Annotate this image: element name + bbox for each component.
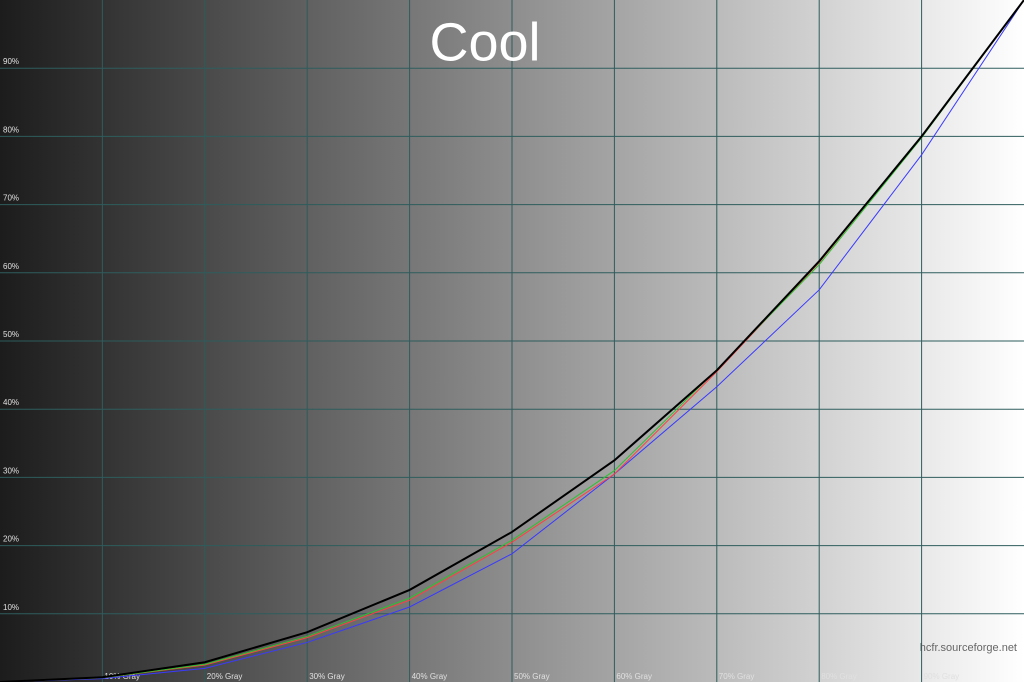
y-tick-label: 40% (3, 398, 19, 407)
x-tick-label: 20% Gray (207, 672, 243, 681)
watermark: hcfr.sourceforge.net (920, 642, 1017, 654)
x-tick-label: 60% Gray (616, 672, 652, 681)
x-tick-label: 40% Gray (412, 672, 448, 681)
y-tick-label: 60% (3, 262, 19, 271)
y-tick-label: 20% (3, 535, 19, 544)
y-tick-label: 50% (3, 330, 19, 339)
y-tick-label: 80% (3, 125, 19, 134)
x-tick-label: 90% Gray (924, 672, 960, 681)
y-tick-label: 10% (3, 603, 19, 612)
y-tick-label: 70% (3, 194, 19, 203)
x-tick-label: 30% Gray (309, 672, 345, 681)
x-tick-label: 50% Gray (514, 672, 550, 681)
y-tick-label: 90% (3, 57, 19, 66)
x-tick-label: 80% Gray (821, 672, 857, 681)
chart-title: Cool (429, 12, 540, 72)
y-tick-label: 30% (3, 466, 19, 475)
x-tick-label: 70% Gray (719, 672, 755, 681)
